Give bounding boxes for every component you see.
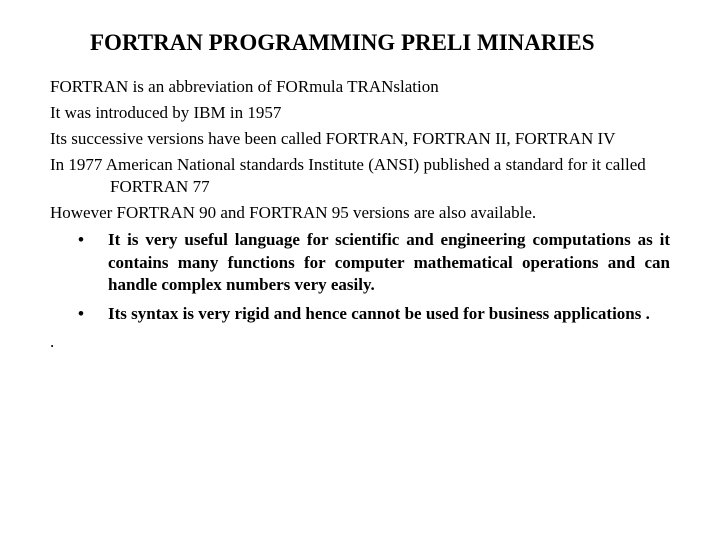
paragraph: FORTRAN is an abbreviation of FORmula TR…	[50, 76, 670, 98]
paragraph: However FORTRAN 90 and FORTRAN 95 versio…	[50, 202, 670, 224]
bullet-list: It is very useful language for scientifi…	[50, 229, 670, 327]
paragraph: Its successive versions have been called…	[50, 128, 670, 150]
bullet-item: Its syntax is very rigid and hence canno…	[78, 303, 670, 326]
paragraph: It was introduced by IBM in 1957	[50, 102, 670, 124]
paragraph: In 1977 American National standards Inst…	[50, 154, 670, 198]
bullet-item: It is very useful language for scientifi…	[78, 229, 670, 298]
slide-title: FORTRAN PROGRAMMING PRELI MINARIES	[90, 30, 670, 56]
trailing-dot: .	[50, 332, 670, 352]
